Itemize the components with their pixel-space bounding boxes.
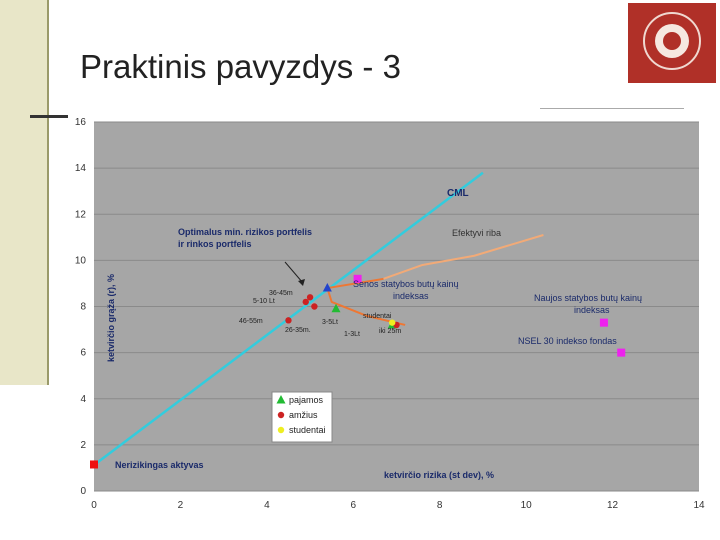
legend-marker xyxy=(277,426,285,434)
x-axis-label: ketvirčio rizika (st dev), % xyxy=(384,470,494,480)
legend-label: amžius xyxy=(289,410,318,420)
slide-left-accent-bar xyxy=(0,0,47,385)
y-tick-label: 10 xyxy=(75,255,87,266)
data-point xyxy=(90,460,98,469)
data-point xyxy=(322,283,332,292)
data-point xyxy=(285,317,292,324)
title-underline xyxy=(30,115,68,118)
y-tick-label: 8 xyxy=(80,302,86,313)
chart-annotation: 26-35m. xyxy=(285,327,311,334)
x-tick-label: 12 xyxy=(607,500,619,511)
y-tick-label: 16 xyxy=(75,117,87,128)
data-point xyxy=(353,274,362,283)
y-tick-label: 0 xyxy=(80,486,86,497)
chart-annotation: 5-10 Lt xyxy=(253,298,275,305)
chart-annotation: CML xyxy=(447,188,469,199)
data-point xyxy=(388,319,396,326)
data-point xyxy=(617,348,626,357)
chart-annotation: Naujos statybos butų kainų indeksas xyxy=(534,293,642,315)
x-tick-label: 14 xyxy=(693,500,705,511)
chart-annotation: Optimalus min. rizikos portfelis ir rinko… xyxy=(178,227,312,249)
chart-annotation-line: Naujos statybos butų kainų xyxy=(534,293,642,303)
annotation-arrowhead xyxy=(298,279,305,286)
y-tick-label: 6 xyxy=(80,348,86,359)
university-seal-logo xyxy=(628,3,716,83)
legend-marker xyxy=(276,395,286,404)
chart-annotation-line: ir rinkos portfelis xyxy=(178,239,252,249)
chart-annotation-line: indeksas xyxy=(574,305,610,315)
x-tick-label: 6 xyxy=(351,500,357,511)
x-tick-label: 8 xyxy=(437,500,443,511)
chart-annotation: 3-5Lt xyxy=(322,319,338,326)
chart-annotation: 36-45m xyxy=(269,290,293,297)
data-point xyxy=(331,303,341,313)
data-point xyxy=(311,303,318,310)
y-tick-label: 4 xyxy=(80,394,86,405)
chart-annotation: NSEL 30 indekso fondas xyxy=(518,336,617,346)
x-tick-label: 2 xyxy=(178,500,184,511)
y-tick-label: 14 xyxy=(75,163,87,174)
y-tick-label: 12 xyxy=(75,209,87,220)
legend-marker xyxy=(277,411,285,419)
chart-annotation: 46-55m xyxy=(239,318,263,325)
slide-left-accent-line xyxy=(47,0,49,385)
chart-annotation: Nerizikingas aktyvas xyxy=(115,460,204,470)
chart-annotation-line: Optimalus min. rizikos portfelis xyxy=(178,227,312,237)
legend-label: pajamos xyxy=(289,395,324,405)
slide-title: Praktinis pavyzdys - 3 xyxy=(80,48,401,85)
chart-annotation: iki 25m xyxy=(379,328,401,335)
data-point xyxy=(302,298,309,306)
chart-annotation: Senos statybos butų kainų indeksas xyxy=(353,279,459,301)
x-tick-label: 10 xyxy=(521,500,533,511)
y-tick-label: 2 xyxy=(80,440,86,451)
efficient-frontier-line xyxy=(326,277,406,326)
y-axis-label: ketvirčio grąža (r), % xyxy=(106,274,116,362)
chart-annotation: studentai xyxy=(363,313,392,320)
chart-annotation: Efektyvi riba xyxy=(452,228,501,238)
x-tick-label: 0 xyxy=(91,500,97,511)
annotation-arrow xyxy=(284,261,304,284)
chart-annotation-line: indeksas xyxy=(393,291,429,301)
efficient-frontier-line xyxy=(383,234,544,280)
x-tick-label: 4 xyxy=(264,500,270,511)
chart-annotation: 1-3Lt xyxy=(344,331,360,338)
data-point xyxy=(599,318,608,327)
legend-label: studentai xyxy=(289,425,326,435)
header-divider xyxy=(540,108,684,109)
data-point xyxy=(306,294,314,301)
chart-annotation-line: Senos statybos butų kainų xyxy=(353,279,459,289)
